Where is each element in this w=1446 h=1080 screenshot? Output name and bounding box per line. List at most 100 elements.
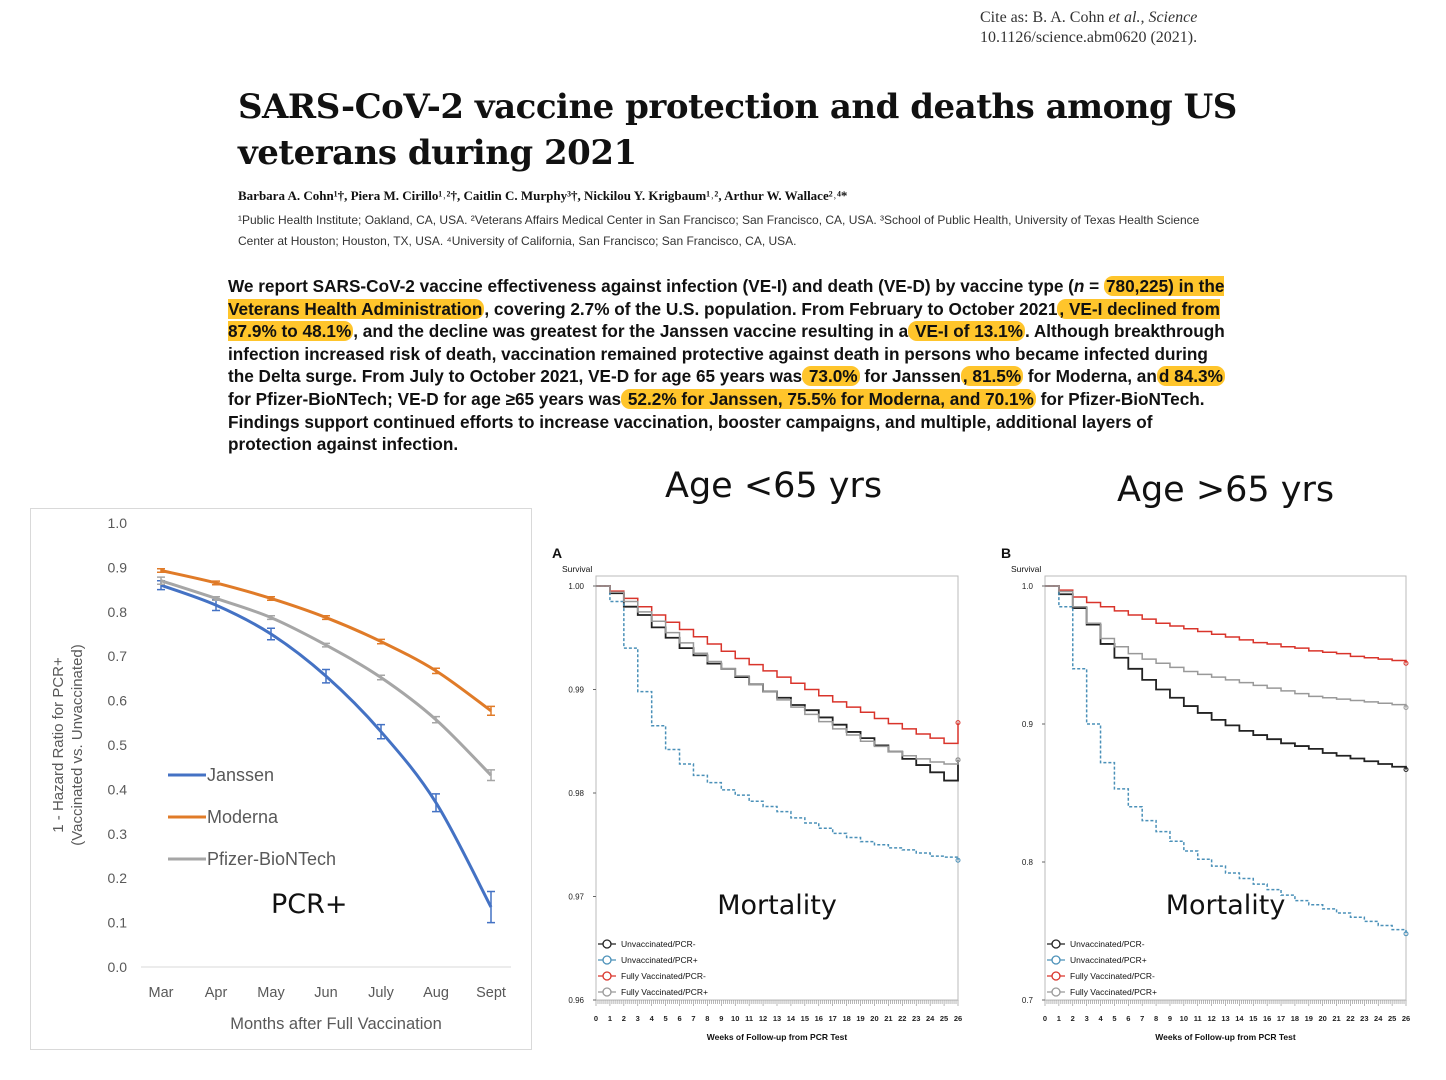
x-tick-label: 15: [1249, 1014, 1257, 1023]
curve-end-marker: [1403, 660, 1409, 666]
citation: Cite as: B. A. Cohn et al., Science 10.1…: [980, 8, 1197, 48]
error-bar: [157, 567, 165, 574]
x-tick-label: 12: [759, 1014, 767, 1023]
x-tick-label: 2: [622, 1014, 626, 1023]
x-tick-label: 21: [1332, 1014, 1340, 1023]
error-bar: [432, 667, 440, 675]
survival-curve-1: [596, 585, 959, 782]
survival-curve-2: [596, 585, 959, 861]
x-tick-label: 17: [1277, 1014, 1285, 1023]
x-tick-label: 13: [1221, 1014, 1229, 1023]
highlight: 73.0%: [802, 366, 860, 387]
x-tick-label: 6: [1126, 1014, 1130, 1023]
y-axis-label: 1 - Hazard Ratio for PCR+ (Vaccinated vs.…: [50, 644, 86, 845]
x-tick-label: Apr: [205, 985, 228, 1001]
legend-label: Unvaccinated/PCR+: [1070, 955, 1147, 965]
y-tick-label: 0.2: [108, 870, 128, 886]
error-bar: [377, 674, 385, 681]
x-tick-label: 7: [691, 1014, 695, 1023]
x-tick-label: 24: [926, 1014, 935, 1023]
x-tick-label: 5: [1112, 1014, 1116, 1023]
y-tick-label: 0.98: [568, 789, 584, 798]
x-tick-label: 4: [1098, 1014, 1103, 1023]
x-tick-label: 0: [594, 1014, 598, 1023]
legend-marker: [1051, 971, 1061, 981]
x-tick-label: 6: [677, 1014, 681, 1023]
abstract-text: , covering 2.7% of the U.S. population. …: [484, 298, 1058, 319]
y-tick-label: 1.00: [568, 582, 584, 591]
x-tick-label: Aug: [423, 985, 449, 1001]
x-tick-label: 5: [664, 1014, 668, 1023]
error-bar: [432, 715, 440, 724]
y-tick-label: 0.4: [108, 781, 128, 797]
x-axis-label: Weeks of Follow-up from PCR Test: [1155, 1032, 1296, 1042]
x-tick-label: 16: [815, 1014, 823, 1023]
error-bar: [322, 668, 330, 684]
pcr-chart-panel: 0.0 0.1 0.2 0.3 0.4 0.5 0.6 0.7 0.8 0.9 1.0 Mar Apr M…: [30, 508, 532, 1050]
x-tick-label: 11: [1194, 1014, 1202, 1023]
legend-label: Fully Vaccinated/PCR-: [621, 971, 706, 981]
survival-curve-4: [596, 585, 959, 765]
x-tick-label: 10: [731, 1014, 739, 1023]
x-tick-label: May: [257, 985, 285, 1001]
abstract-text: , and the decline was greatest for the J…: [353, 321, 909, 342]
cite-line2: 10.1126/science.abm0620 (2021).: [980, 29, 1198, 46]
error-bar: [487, 890, 495, 924]
curve-end-marker: [1403, 704, 1409, 710]
legend-label: Unvaccinated/PCR-: [1070, 939, 1145, 949]
x-tick-label: 19: [856, 1014, 864, 1023]
x-tick-label: 19: [1305, 1014, 1313, 1023]
legend-label: Fully Vaccinated/PCR+: [621, 987, 708, 997]
x-tick-label: July: [368, 985, 395, 1001]
y-tick-label: 0.99: [568, 686, 584, 695]
error-bar: [377, 638, 385, 645]
survival-curve-3: [1045, 585, 1407, 664]
legend-label: Janssen: [207, 765, 274, 785]
cite-line1-prefix: Cite as: B. A. Cohn: [980, 9, 1109, 26]
x-tick-label: 18: [1291, 1014, 1299, 1023]
x-tick-label: 0: [1043, 1014, 1047, 1023]
abstract-text: . Although breakthrough infection increa…: [228, 321, 1225, 387]
abstract-n: n: [1073, 276, 1085, 296]
error-bar: [377, 723, 385, 740]
y-axis-label: Survival: [562, 564, 592, 574]
x-tick-label: 17: [829, 1014, 837, 1023]
affiliations: ¹Public Health Institute; Oakland, CA, U…: [238, 213, 1200, 248]
y-tick-label: 0.6: [108, 693, 128, 709]
y-tick-label: 0.9: [108, 559, 128, 575]
x-tick-label: Sept: [476, 985, 506, 1001]
legend-marker: [602, 987, 612, 997]
plot-frame: [1044, 575, 1407, 1001]
survival-chart-b-panel: B Survival 0.7 0.8 0.9 1.0 0 1 2 3 4 5 6 7 8 9 10 11 12 13 1…: [985, 544, 1420, 1048]
x-tick-label: 20: [870, 1014, 878, 1023]
abstract-text: for Pfizer-BioNTech; VE-D for age ≥65 ye…: [228, 388, 622, 409]
x-tick-label: 14: [787, 1014, 796, 1023]
abstract-text: =: [1084, 276, 1104, 296]
legend-label: Fully Vaccinated/PCR+: [1070, 987, 1157, 997]
error-bar: [487, 769, 495, 782]
chart-overlay-label: PCR+: [271, 889, 348, 920]
survival-curve-2: [1045, 585, 1407, 934]
x-tick-label: 20: [1319, 1014, 1327, 1023]
cite-line1-italic: et al., Science: [1108, 9, 1198, 26]
survival-chart-a-panel: A Survival 0.96 0.97 0.98 0.99 1.00 0 1 2 3 4 5 6 7 8 9 1…: [536, 544, 972, 1048]
y-tick-label: 0.9: [1022, 720, 1034, 729]
legend-marker: [602, 971, 612, 981]
curve-end-marker: [955, 857, 961, 863]
series-line-moderna: [160, 569, 492, 713]
error-bar: [322, 615, 330, 621]
x-tick-label: 1: [608, 1014, 612, 1023]
abstract-text: for Janssen: [859, 366, 961, 387]
y-tick-label: 0.3: [108, 826, 128, 842]
x-tick-label: 10: [1180, 1014, 1188, 1023]
x-tick-label: 16: [1263, 1014, 1271, 1023]
survival-curve-3: [596, 585, 959, 745]
legend-label: Moderna: [207, 807, 279, 827]
x-tick-label: 9: [719, 1014, 723, 1023]
curve-end-marker: [955, 757, 961, 763]
x-tick-label: 15: [801, 1014, 809, 1023]
x-tick-label: 11: [745, 1014, 753, 1023]
x-tick-label: 7: [1140, 1014, 1144, 1023]
